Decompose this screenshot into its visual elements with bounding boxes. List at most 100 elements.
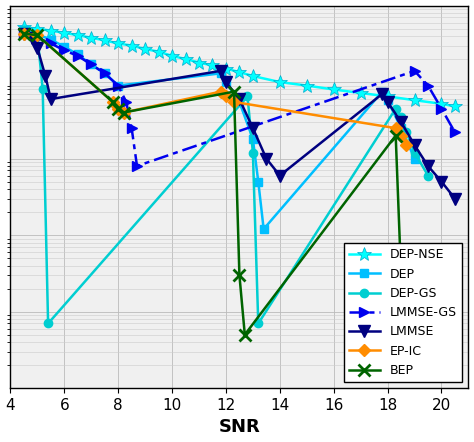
Line: DEP-GS: DEP-GS xyxy=(20,26,432,328)
DEP-GS xyxy=(412,150,418,155)
Line: LMMSE-GS: LMMSE-GS xyxy=(19,29,460,171)
DEP-GS xyxy=(40,87,46,92)
BEP xyxy=(242,332,247,337)
DEP-NSE xyxy=(250,73,256,79)
LMMSE xyxy=(277,173,283,178)
LMMSE-GS xyxy=(115,83,121,88)
DEP xyxy=(412,156,418,161)
DEP xyxy=(237,99,242,105)
EP-IC xyxy=(21,31,27,36)
DEP xyxy=(115,83,121,88)
BEP xyxy=(110,99,116,105)
LMMSE xyxy=(412,142,418,148)
EP-IC xyxy=(110,99,116,105)
DEP xyxy=(35,32,40,37)
EP-IC xyxy=(404,142,410,148)
LMMSE-GS xyxy=(48,41,54,46)
Legend: DEP-NSE, DEP, DEP-GS, LMMSE-GS, LMMSE, EP-IC, BEP: DEP-NSE, DEP, DEP-GS, LMMSE-GS, LMMSE, E… xyxy=(344,244,462,382)
BEP xyxy=(398,272,404,278)
DEP-NSE xyxy=(210,63,215,68)
LMMSE-GS xyxy=(425,83,431,88)
BEP xyxy=(21,31,27,36)
BEP xyxy=(121,110,127,115)
LMMSE xyxy=(438,179,444,184)
DEP-NSE xyxy=(62,30,67,35)
DEP xyxy=(75,52,81,57)
LMMSE-GS xyxy=(102,71,108,76)
BEP xyxy=(231,89,237,94)
LMMSE-GS xyxy=(88,62,94,67)
LMMSE-GS xyxy=(134,164,140,169)
LMMSE-GS xyxy=(129,126,135,131)
DEP-NSE xyxy=(115,41,121,46)
DEP-GS xyxy=(398,114,404,120)
DEP xyxy=(261,226,266,232)
DEP-NSE xyxy=(196,60,202,65)
BEP xyxy=(35,33,40,38)
DEP xyxy=(385,98,391,103)
DEP-GS xyxy=(45,321,51,326)
LMMSE xyxy=(29,35,35,40)
LMMSE xyxy=(35,45,40,50)
DEP-NSE xyxy=(75,33,81,38)
LMMSE xyxy=(237,96,242,102)
DEP-NSE xyxy=(237,69,242,75)
Line: BEP: BEP xyxy=(18,28,412,340)
X-axis label: SNR: SNR xyxy=(219,419,260,436)
LMMSE-GS xyxy=(75,53,81,58)
DEP xyxy=(255,179,261,184)
DEP-GS xyxy=(245,94,250,99)
LMMSE xyxy=(250,126,256,131)
LMMSE-GS xyxy=(123,99,129,105)
DEP-NSE xyxy=(304,83,310,88)
EP-IC xyxy=(398,133,404,138)
DEP xyxy=(223,80,229,85)
EP-IC xyxy=(223,94,229,99)
DEP xyxy=(250,137,256,142)
DEP xyxy=(398,126,404,131)
DEP xyxy=(21,27,27,33)
LMMSE xyxy=(452,196,458,201)
DEP-NSE xyxy=(88,35,94,40)
LMMSE-GS xyxy=(21,31,27,36)
LMMSE xyxy=(43,73,48,79)
BEP xyxy=(404,332,410,337)
DEP-GS xyxy=(404,130,410,135)
BEP xyxy=(115,106,121,111)
Line: DEP-NSE: DEP-NSE xyxy=(17,20,462,114)
DEP-NSE xyxy=(142,46,148,52)
LMMSE xyxy=(218,68,223,73)
LMMSE-GS xyxy=(452,130,458,135)
DEP-NSE xyxy=(452,104,458,109)
LMMSE xyxy=(264,156,269,161)
DEP xyxy=(88,62,94,67)
DEP-NSE xyxy=(102,38,108,43)
DEP-GS xyxy=(35,32,40,37)
DEP-GS xyxy=(21,27,27,33)
DEP-NSE xyxy=(182,57,188,62)
LMMSE xyxy=(425,164,431,169)
DEP xyxy=(102,71,108,76)
EP-IC xyxy=(35,33,40,38)
DEP-GS xyxy=(393,106,399,111)
EP-IC xyxy=(393,126,399,131)
BEP xyxy=(237,272,242,278)
EP-IC xyxy=(115,106,121,111)
DEP-NSE xyxy=(48,28,54,33)
DEP-NSE xyxy=(331,87,337,92)
EP-IC xyxy=(231,99,237,105)
LMMSE-GS xyxy=(62,48,67,53)
DEP xyxy=(62,44,67,50)
DEP xyxy=(218,71,223,76)
DEP-NSE xyxy=(438,101,444,107)
DEP-NSE xyxy=(35,26,40,31)
DEP-GS xyxy=(255,321,261,326)
DEP-GS xyxy=(250,150,256,155)
EP-IC xyxy=(218,89,223,94)
LMMSE-GS xyxy=(35,35,40,40)
DEP-NSE xyxy=(385,94,391,99)
DEP xyxy=(379,89,385,94)
LMMSE xyxy=(379,91,385,97)
DEP-NSE xyxy=(156,49,162,54)
DEP-NSE xyxy=(277,80,283,85)
